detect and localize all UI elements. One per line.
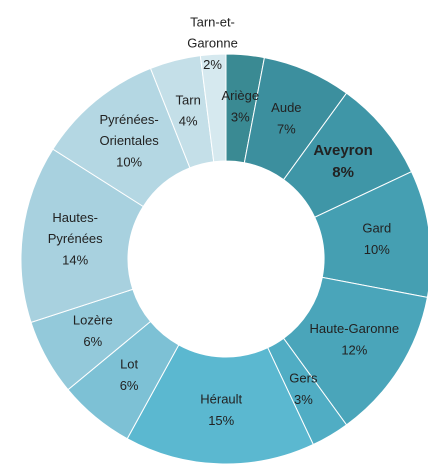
label-line: Tarn-et- <box>190 15 235 30</box>
value-label: 7% <box>277 121 296 136</box>
label-line: Aude <box>271 100 301 115</box>
value-label: 10% <box>116 154 142 169</box>
donut-segment <box>20 148 144 323</box>
label-line: Ariège <box>222 89 260 104</box>
value-label: 12% <box>341 342 367 357</box>
segment-label: Aude <box>271 100 301 115</box>
value-label: 6% <box>120 378 139 393</box>
label-line: Orientales <box>99 133 159 148</box>
segment-label: Pyrénées- Orientales <box>99 112 159 148</box>
label-line: Lot <box>120 357 138 372</box>
label-line: Hérault <box>200 392 242 407</box>
label-line: Tarn <box>176 93 201 108</box>
segment-label: Haute-Garonne <box>310 321 400 336</box>
label-line: Haute-Garonne <box>310 321 400 336</box>
segment-label: Tarn-et- Garonne <box>187 15 238 51</box>
value-label: 10% <box>364 242 390 257</box>
label-line: Pyrénées <box>48 231 103 246</box>
segment-label: Lot <box>120 357 138 372</box>
label-line: Lozère <box>73 313 113 328</box>
value-label: 3% <box>231 110 250 125</box>
segment-label: Gers <box>289 371 318 386</box>
label-line: Gard <box>362 221 391 236</box>
segment-label: Tarn <box>176 93 201 108</box>
value-label: 2% <box>203 57 222 72</box>
label-line: Garonne <box>187 36 238 51</box>
label-line: Hautes- <box>52 210 98 225</box>
segment-label: Gard <box>362 221 391 236</box>
value-label: 4% <box>179 114 198 129</box>
label-line: Aveyron <box>313 142 372 159</box>
donut-segment <box>126 344 314 465</box>
label-line: Pyrénées- <box>99 112 158 127</box>
segment-label: Ariège <box>222 89 260 104</box>
label-line: Gers <box>289 371 318 386</box>
segment-label: Aveyron <box>313 142 372 159</box>
value-label: 14% <box>62 252 88 267</box>
value-label: 15% <box>208 413 234 428</box>
segment-label: Lozère <box>73 313 113 328</box>
value-label: 3% <box>294 392 313 407</box>
value-label: 8% <box>332 164 354 181</box>
value-label: 6% <box>83 334 102 349</box>
donut-segment <box>199 53 227 163</box>
segment-label: Hérault <box>200 392 242 407</box>
segment-label: Hautes- Pyrénées <box>48 210 103 246</box>
